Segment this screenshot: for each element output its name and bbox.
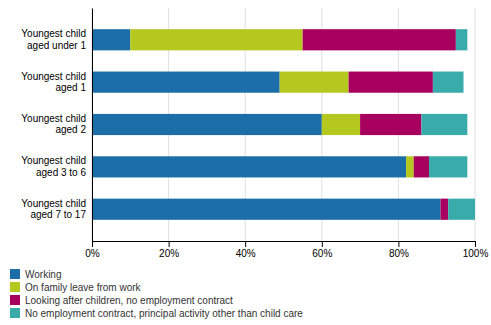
bar (360, 114, 421, 135)
legend-swatch (10, 295, 20, 305)
legend-item: Looking after children, no employment co… (10, 295, 233, 306)
bar (280, 72, 349, 93)
x-tick-mark (475, 241, 476, 247)
x-axis: 0% 20% 40% 60% 80% 100% (85, 241, 488, 259)
bar (92, 199, 441, 220)
bar (406, 156, 414, 177)
legend-label: On family leave from work (25, 282, 142, 293)
bar (433, 72, 464, 93)
y-tick-label: Youngest childaged under 1 (21, 28, 86, 51)
x-tick: 40% (236, 241, 256, 259)
y-tick-label-line: aged 7 to 17 (30, 209, 86, 220)
bars (92, 29, 475, 220)
bar (421, 114, 467, 135)
y-tick-label-line: Youngest child (21, 113, 86, 124)
chart: 0%20%40%60%80%100%Youngest childaged und… (0, 0, 491, 325)
x-tick-mark (92, 241, 93, 247)
bar (441, 199, 449, 220)
y-tick: Youngest childaged 7 to 17 (21, 198, 86, 221)
bar (456, 29, 467, 50)
y-tick-label-line: Youngest child (21, 71, 86, 82)
y-tick: Youngest childaged 2 (21, 113, 86, 136)
x-tick: 0% (85, 241, 100, 259)
plot: 0%20%40%60%80%100%Youngest childaged und… (21, 8, 488, 259)
y-tick-label: Youngest childaged 7 to 17 (21, 198, 86, 221)
chart-container: 0%20%40%60%80%100%Youngest childaged und… (0, 0, 491, 325)
x-axis-line (93, 242, 476, 248)
y-tick-label: Youngest childaged 3 to 6 (21, 155, 86, 178)
bar (92, 114, 322, 135)
grid-line (92, 8, 93, 241)
grid (92, 8, 475, 241)
y-axis: Youngest childaged under 1Youngest child… (21, 9, 92, 242)
x-tick-mark (169, 241, 170, 247)
y-tick-label: Youngest childaged 2 (21, 113, 86, 136)
bar (349, 72, 433, 93)
y-tick-label-line: aged 1 (55, 82, 86, 93)
bar (92, 156, 406, 177)
bar (92, 29, 130, 50)
legend-swatch (10, 269, 20, 279)
y-tick: Youngest childaged under 1 (21, 28, 86, 51)
y-tick-label-line: Youngest child (21, 155, 86, 166)
x-tick: 20% (159, 241, 179, 259)
series (92, 29, 441, 220)
legend-item: No employment contract, principal activi… (10, 308, 303, 319)
x-tick-label: 60% (312, 248, 332, 259)
x-tick-mark (398, 241, 399, 247)
y-tick-label-line: aged 3 to 6 (36, 167, 86, 178)
series (421, 29, 475, 220)
bar (130, 29, 302, 50)
legend-swatch (10, 282, 20, 292)
bar (92, 72, 280, 93)
x-tick-label: 20% (159, 248, 179, 259)
bar (303, 29, 456, 50)
legend-label: No employment contract, principal activi… (25, 308, 303, 319)
y-axis-line (92, 9, 93, 242)
legend-item: Working (10, 269, 62, 280)
legend-item: On family leave from work (10, 282, 142, 293)
legend-label: Working (25, 269, 62, 280)
x-tick-label: 100% (463, 248, 489, 259)
x-tick-label: 40% (236, 248, 256, 259)
x-tick-mark (322, 241, 323, 247)
bar (429, 156, 467, 177)
legend-label: Looking after children, no employment co… (25, 295, 233, 306)
bar (414, 156, 429, 177)
series (130, 29, 413, 177)
y-tick: Youngest childaged 1 (21, 71, 86, 93)
y-tick-label-line: Youngest child (21, 28, 86, 39)
x-tick: 80% (389, 241, 409, 259)
y-tick-label-line: Youngest child (21, 198, 86, 209)
x-tick-label: 0% (85, 248, 100, 259)
y-tick-label: Youngest childaged 1 (21, 71, 86, 93)
y-tick: Youngest childaged 3 to 6 (21, 155, 86, 178)
x-tick: 60% (312, 241, 332, 259)
legend-swatch (10, 308, 20, 318)
bar (322, 114, 360, 135)
bar (448, 199, 475, 220)
x-tick-mark (245, 241, 246, 247)
x-tick-label: 80% (389, 248, 409, 259)
legend: Working On family leave from work Looking … (10, 269, 303, 319)
x-tick: 100% (463, 241, 489, 259)
y-tick-label-line: aged under 1 (27, 40, 86, 51)
y-tick-label-line: aged 2 (55, 124, 86, 135)
